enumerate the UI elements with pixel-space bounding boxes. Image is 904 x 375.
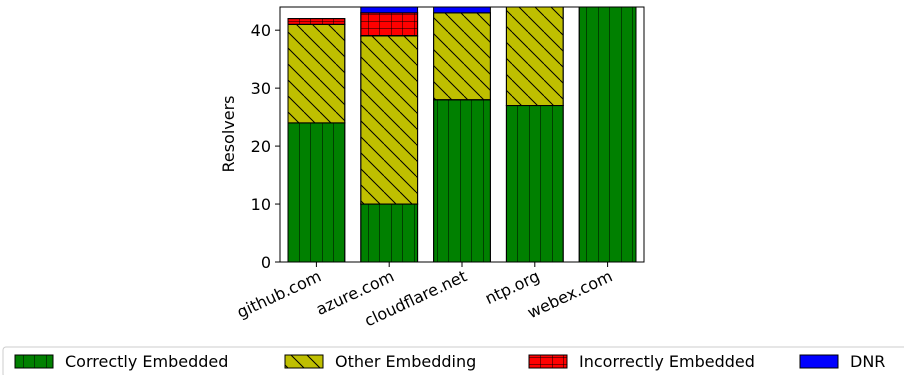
bar-hatch-correctly-embedded-azure-com	[360, 203, 419, 263]
legend-label-other-embedding: Other Embedding	[335, 352, 476, 371]
y-tick-label: 40	[251, 21, 271, 40]
bar-hatch-correctly-embedded-ntp-org	[505, 105, 564, 263]
legend-frame	[2, 346, 904, 375]
bar-segment-dnr-azure-com	[360, 6, 419, 14]
legend-label-incorrectly-embedded: Incorrectly Embedded	[579, 352, 755, 371]
y-tick-label: 30	[251, 79, 271, 98]
bar-hatch-other-embedding-azure-com	[360, 35, 419, 205]
x-tick-label: github.com	[234, 266, 324, 321]
y-axis: 0 10 20 30 40	[251, 21, 280, 272]
bar-hatch-correctly-embedded-cloudflare-net	[433, 99, 491, 263]
y-tick-label: 0	[261, 253, 271, 272]
y-tick-label: 10	[251, 195, 271, 214]
y-tick-label: 20	[251, 137, 271, 156]
bar-hatch-incorrectly-embedded-azure-com	[360, 12, 419, 37]
bar-hatch-other-embedding-ntp-org	[505, 6, 564, 107]
bars-group	[287, 6, 637, 263]
y-axis-title: Resolvers	[219, 95, 238, 172]
bar-hatch-other-embedding-cloudflare-net	[433, 12, 491, 101]
legend-swatch-hatch	[284, 354, 324, 369]
legend-swatch-hatch	[14, 354, 54, 369]
legend-swatch-dnr	[799, 354, 839, 369]
bar-hatch-incorrectly-embedded-github-com	[287, 18, 346, 25]
legend-label-dnr: DNR	[850, 352, 885, 371]
bar-hatch-other-embedding-github-com	[287, 23, 346, 124]
bar-segment-dnr-cloudflare-net	[433, 6, 491, 14]
bar-hatch-correctly-embedded-webex-com	[578, 6, 637, 263]
bar-hatch-correctly-embedded-github-com	[287, 122, 346, 263]
legend: Correctly Embedded Other Embedding Incorre…	[2, 346, 904, 375]
legend-label-correctly-embedded: Correctly Embedded	[65, 352, 228, 371]
legend-swatch-hatch	[528, 354, 568, 369]
